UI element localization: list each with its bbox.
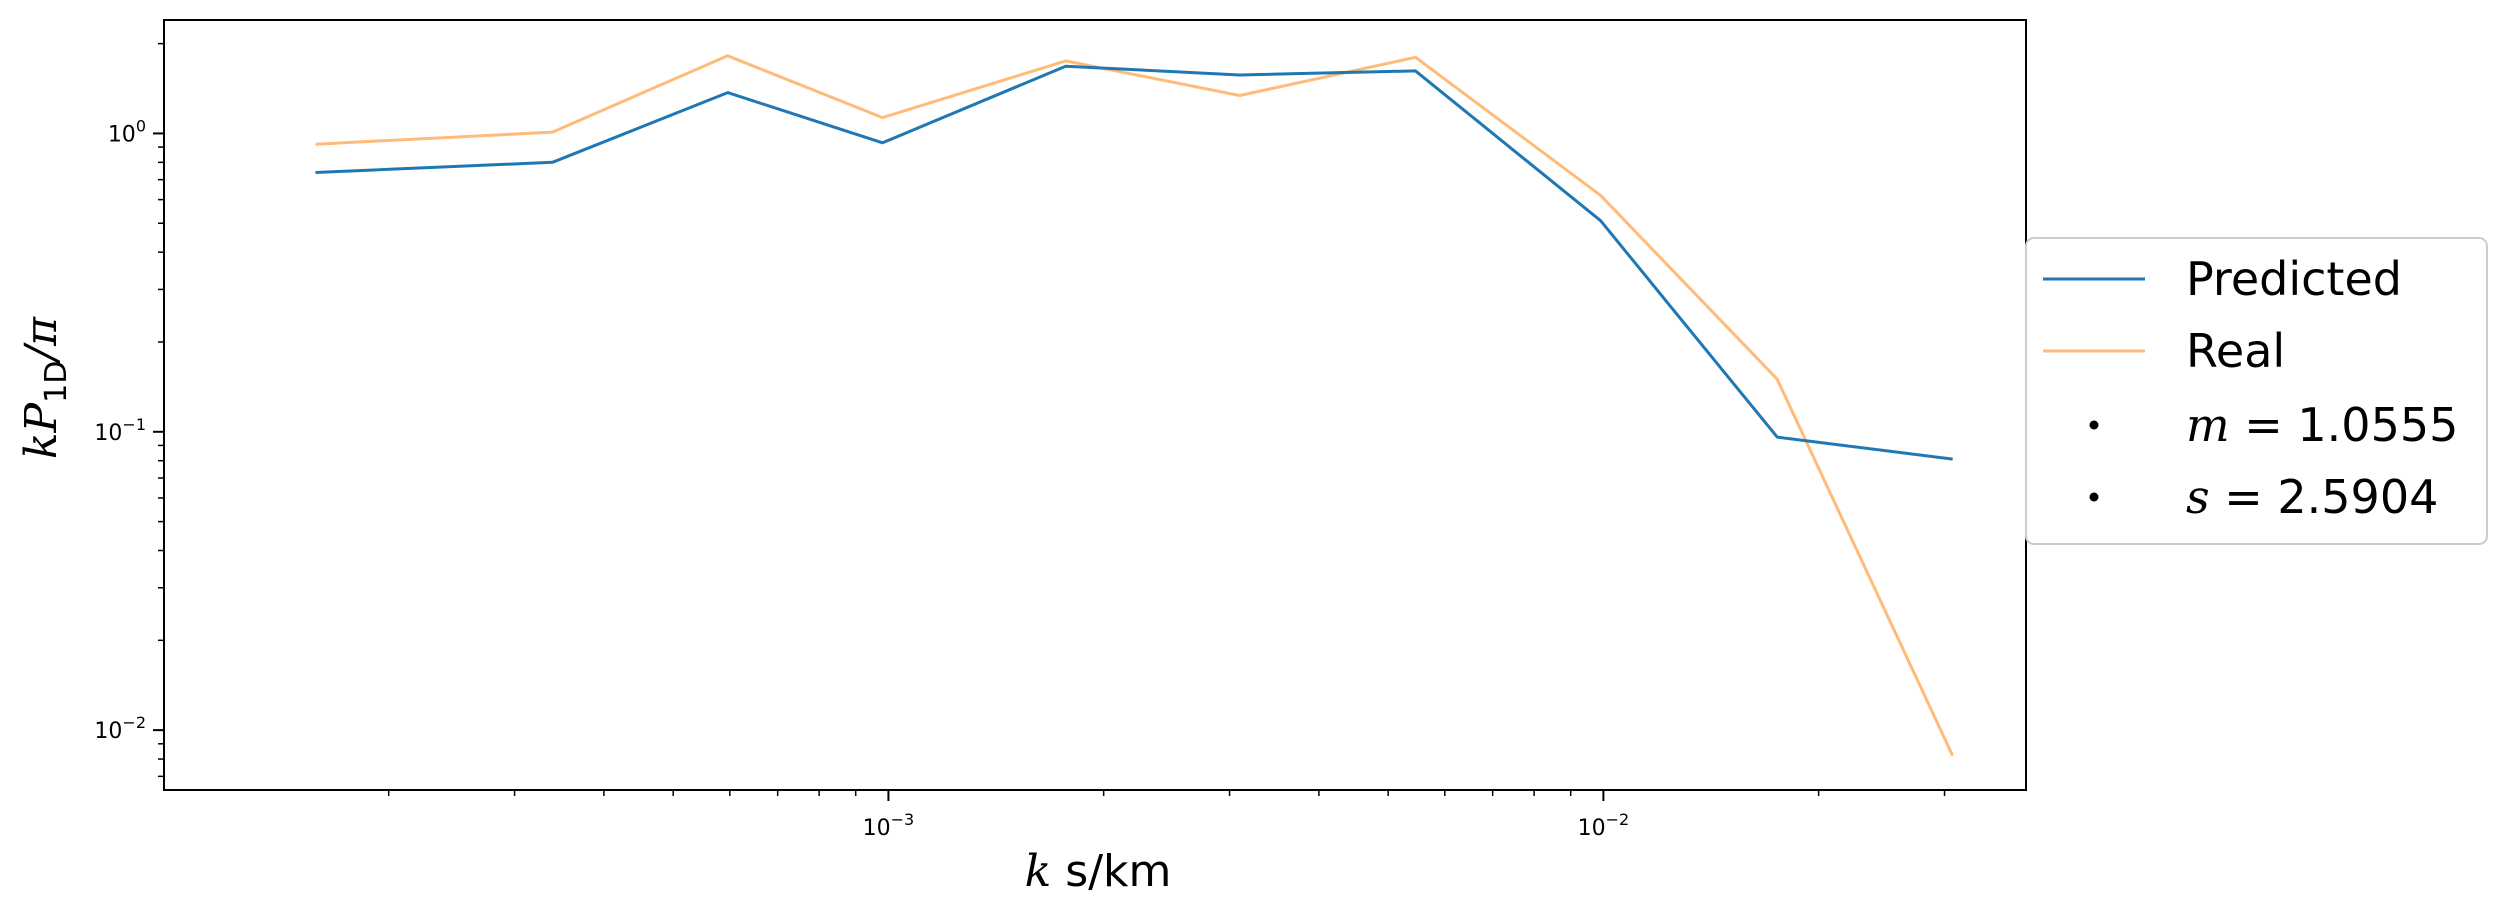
plot-frame (163, 19, 2027, 791)
series-lines (315, 54, 1955, 757)
x-tick-label: 10−2 (1578, 810, 1630, 841)
tick-labels: 10−3 10−2 100 10−1 10−2 (94, 116, 1629, 841)
y-tick-label: 100 (108, 116, 146, 147)
y-axis-label: kP1D/π (16, 316, 74, 459)
series-line-predicted (315, 64, 1953, 461)
legend-label-s: s = 2.5904 (2186, 470, 2438, 524)
minor-ticks (158, 42, 1946, 796)
x-axis-label: k s/km (1025, 846, 1172, 897)
legend-label-real: Real (2186, 324, 2285, 378)
y-tick-label: 10−1 (94, 415, 146, 446)
legend: Predicted Real m = 1.0555 s = 2.5904 (2025, 237, 2488, 545)
legend-dot-m (2089, 420, 2099, 430)
legend-label-m: m = 1.0555 (2186, 398, 2458, 452)
legend-dot-s (2089, 492, 2099, 502)
x-tick-label: 10−3 (863, 810, 915, 841)
major-ticks (153, 132, 1605, 801)
series-line-real (315, 54, 1955, 757)
legend-frame (2025, 237, 2488, 545)
legend-label-predicted: Predicted (2186, 252, 2402, 306)
y-tick-label: 10−2 (94, 713, 146, 744)
